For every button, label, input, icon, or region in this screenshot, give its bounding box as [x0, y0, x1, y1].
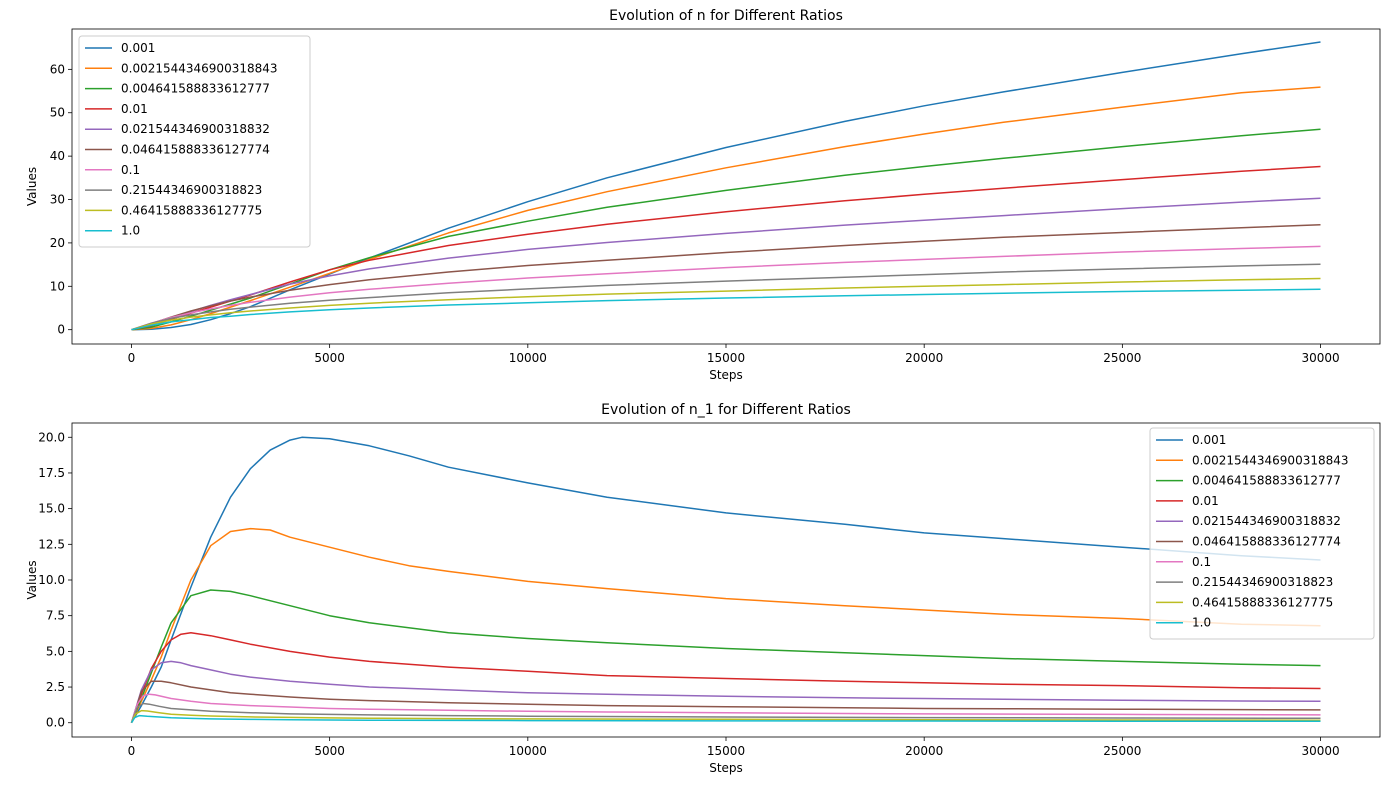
y-tick-label: 0.0 — [46, 716, 65, 730]
series-lines — [131, 41, 1321, 331]
x-tick-label: 30000 — [1301, 351, 1339, 365]
series-line-8 — [130, 709, 1321, 724]
legend-entry: 0.004641588833612777 — [121, 82, 270, 96]
series-line-2 — [130, 589, 1321, 723]
x-tick-label: 25000 — [1103, 351, 1141, 365]
series-line-6 — [130, 693, 1321, 723]
chart-title: Evolution of n for Different Ratios — [609, 8, 843, 24]
x-tick-label: 0 — [128, 744, 136, 758]
legend-entry: 0.046415888336127774 — [121, 143, 270, 157]
x-tick-label: 0 — [128, 351, 136, 365]
legend-entry: 0.46415888336127775 — [1192, 595, 1333, 609]
legend-entry: 0.46415888336127775 — [121, 203, 262, 217]
y-tick-label: 5.0 — [46, 644, 65, 658]
x-tick-label: 20000 — [905, 744, 943, 758]
series-line-8 — [131, 277, 1321, 331]
x-tick-label: 10000 — [509, 351, 547, 365]
legend-entry: 0.0021544346900318843 — [1192, 453, 1349, 467]
legend-entry: 0.01 — [121, 102, 148, 116]
x-tick-label: 15000 — [707, 744, 745, 758]
legend-entry: 0.1 — [1192, 555, 1211, 569]
y-tick-label: 30 — [50, 193, 65, 207]
legend-entry: 0.021544346900318832 — [1192, 514, 1341, 528]
series-line-7 — [131, 263, 1321, 331]
y-axis-label: Values — [25, 560, 39, 599]
legend-box — [1149, 427, 1375, 640]
x-tick-label: 5000 — [314, 744, 345, 758]
legend-entry: 0.21544346900318823 — [1192, 575, 1333, 589]
series-line-9 — [131, 288, 1321, 331]
y-tick-label: 15.0 — [38, 502, 65, 516]
y-tick-label: 12.5 — [38, 537, 65, 551]
x-axis-label: Steps — [709, 368, 743, 382]
y-tick-label: 10.0 — [38, 573, 65, 587]
y-tick-label: 0 — [57, 323, 65, 337]
series-line-4 — [130, 660, 1321, 723]
legend: 0.001 0.0021544346900318843 0.004641588833… — [78, 35, 311, 248]
legend-entry: 0.1 — [121, 163, 140, 177]
y-tick-label: 7.5 — [46, 609, 65, 623]
n1-evolution-chart: 0 5000 10000 15000 20000 25000 30000 0.0 2.5 5.0 7… — [25, 402, 1381, 775]
y-tick-label: 10 — [50, 279, 65, 293]
series-line-5 — [130, 680, 1321, 723]
legend-entry: 1.0 — [121, 224, 140, 238]
x-axis-label: Steps — [709, 761, 743, 775]
legend-entry: 0.21544346900318823 — [121, 183, 262, 197]
x-tick-label: 20000 — [905, 351, 943, 365]
legend-entry: 0.001 — [1192, 433, 1226, 447]
series-line-0 — [131, 41, 1321, 331]
x-tick-label: 30000 — [1301, 744, 1339, 758]
y-tick-label: 40 — [50, 149, 65, 163]
legend-entry: 0.001 — [121, 41, 155, 55]
legend-entry: 0.046415888336127774 — [1192, 535, 1341, 549]
series-line-5 — [131, 223, 1321, 331]
x-tick-label: 5000 — [314, 351, 345, 365]
series-line-1 — [130, 527, 1321, 724]
series-line-9 — [130, 714, 1321, 724]
series-line-6 — [131, 245, 1321, 331]
series-lines — [130, 436, 1321, 724]
y-tick-label: 2.5 — [46, 680, 65, 694]
chart-title: Evolution of n_1 for Different Ratios — [601, 402, 851, 418]
legend-entry: 0.004641588833612777 — [1192, 474, 1341, 488]
y-axis-label: Values — [25, 167, 39, 206]
legend-entry: 0.01 — [1192, 494, 1219, 508]
x-tick-label: 25000 — [1103, 744, 1141, 758]
legend-entry: 0.021544346900318832 — [121, 122, 270, 136]
legend: 0.001 0.0021544346900318843 0.004641588833… — [1149, 427, 1375, 640]
series-line-3 — [130, 632, 1321, 723]
series-line-2 — [131, 128, 1321, 331]
legend-box — [78, 35, 311, 248]
y-tick-label: 20 — [50, 236, 65, 250]
series-line-7 — [130, 702, 1321, 723]
n-evolution-chart: 0 5000 10000 15000 20000 25000 30000 0 10 20 30 40 5… — [25, 8, 1381, 382]
x-tick-label: 15000 — [707, 351, 745, 365]
y-tick-label: 60 — [50, 62, 65, 76]
y-tick-label: 20.0 — [38, 430, 65, 444]
legend-entry: 1.0 — [1192, 616, 1211, 630]
x-tick-label: 10000 — [509, 744, 547, 758]
y-tick-label: 17.5 — [38, 466, 65, 480]
legend-entry: 0.0021544346900318843 — [121, 61, 278, 75]
y-tick-label: 50 — [50, 106, 65, 120]
